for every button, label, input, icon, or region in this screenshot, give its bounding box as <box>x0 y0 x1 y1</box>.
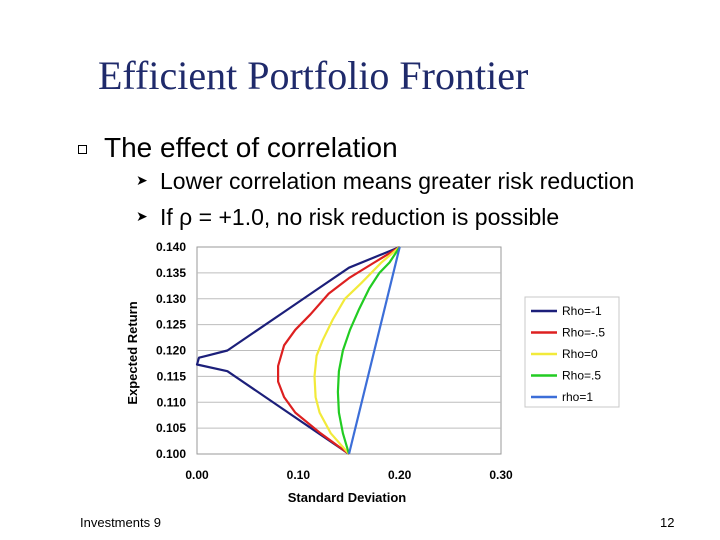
page-number: 12 <box>660 515 675 530</box>
x-axis: 0.00 0.10 0.20 0.30 <box>185 468 513 482</box>
y-axis-title: Expected Return <box>125 301 140 404</box>
sub-bullet: ➤ If ρ = +1.0, no risk reduction is poss… <box>136 204 560 231</box>
y-tick-label: 0.110 <box>157 395 187 409</box>
square-bullet-icon <box>78 145 87 154</box>
x-tick-label: 0.30 <box>489 468 513 482</box>
x-tick-label: 0.20 <box>388 468 412 482</box>
y-tick-label: 0.135 <box>156 266 186 280</box>
x-tick-label: 0.10 <box>287 468 311 482</box>
y-tick-label: 0.125 <box>156 318 186 332</box>
legend: Rho=-1 Rho=-.5 Rho=0 Rho=.5 rho=1 <box>531 304 605 404</box>
arrow-bullet-icon: ➤ <box>136 208 148 224</box>
slide-title: Efficient Portfolio Frontier <box>98 53 529 98</box>
series-lines <box>195 245 401 455</box>
legend-label: Rho=-.5 <box>562 326 605 340</box>
y-axis: 0.100 0.105 0.110 0.115 0.120 0.125 0.130 0.135… <box>156 240 186 461</box>
sub-bullet-text: Lower correlation means greater risk red… <box>160 168 635 194</box>
y-tick-label: 0.130 <box>156 292 186 306</box>
legend-label: Rho=0 <box>562 347 598 361</box>
gridlines <box>197 272 501 429</box>
legend-box <box>524 296 620 408</box>
series-line-rho-5 <box>336 246 401 455</box>
y-tick-label: 0.115 <box>157 369 187 383</box>
y-tick-label: 0.140 <box>156 240 186 254</box>
sub-bullet-text: If ρ = +1.0, no risk reduction is possib… <box>160 204 560 230</box>
legend-label: rho=1 <box>562 390 593 404</box>
legend-label: Rho=.5 <box>562 369 601 383</box>
series-line-rho-0 <box>313 246 401 455</box>
bullet-main: The effect of correlation <box>78 132 398 164</box>
footer-course: Investments 9 <box>80 515 161 530</box>
y-tick-label: 0.105 <box>156 421 186 435</box>
legend-label: Rho=-1 <box>562 304 602 318</box>
x-tick-label: 0.00 <box>185 468 209 482</box>
series-line-rho-5 <box>277 246 401 455</box>
y-tick-label: 0.120 <box>156 344 186 358</box>
series-line-rho-1 <box>347 246 401 455</box>
y-tick-label: 0.100 <box>156 447 186 461</box>
sub-bullet: ➤ Lower correlation means greater risk r… <box>136 168 635 195</box>
x-axis-title: Standard Deviation <box>288 490 407 505</box>
series-line-rho-1 <box>195 245 401 455</box>
bullet-main-text: The effect of correlation <box>104 132 398 163</box>
arrow-bullet-icon: ➤ <box>136 172 148 188</box>
